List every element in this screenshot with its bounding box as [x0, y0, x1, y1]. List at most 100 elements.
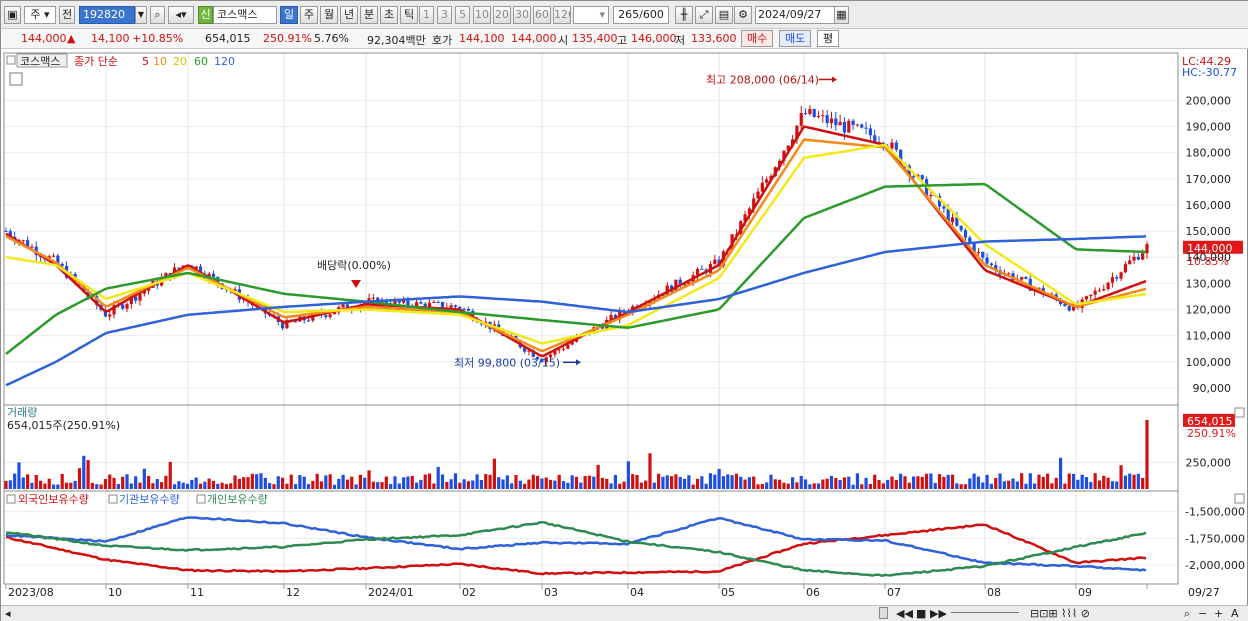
count-field[interactable]: 265/600: [613, 6, 669, 24]
candle-body: [125, 304, 129, 309]
volume-bar: [687, 475, 691, 489]
volume-bar: [393, 476, 397, 489]
speaker-icon[interactable]: ◂▾: [168, 6, 194, 24]
window-icon[interactable]: ▣: [4, 6, 21, 24]
volume-bar: [220, 482, 224, 489]
volume-close-icon[interactable]: [1234, 407, 1245, 418]
candle-body: [674, 279, 678, 292]
volume-bar: [1115, 481, 1119, 489]
volume-bar: [211, 480, 216, 489]
volume-bar: [829, 475, 834, 489]
candle-body: [700, 268, 704, 270]
period-left-select[interactable]: 주 ▾: [24, 6, 56, 24]
volume-bar: [337, 478, 341, 489]
holdings-close-icon[interactable]: [1234, 493, 1245, 504]
tools-icons[interactable]: ⊟⊡⊞ ⌇⌇⌇ ⊘: [1030, 607, 1090, 620]
candle-body: [873, 135, 877, 143]
zoom-slider[interactable]: [951, 612, 1019, 615]
calculator-icon[interactable]: [9, 72, 23, 86]
stock-name[interactable]: 코스맥스: [213, 6, 277, 24]
interval-5[interactable]: 5: [455, 6, 470, 24]
print-icon[interactable]: ▤: [715, 6, 733, 24]
volume-tag-bg: [1183, 413, 1235, 427]
period-tick[interactable]: 틱: [400, 6, 418, 24]
period-minute[interactable]: 분: [360, 6, 378, 24]
volume-bar: [644, 480, 648, 489]
candle-body: [920, 175, 924, 180]
code-input[interactable]: 192820: [79, 6, 135, 24]
interval-select[interactable]: ▾: [573, 6, 609, 24]
interval-120[interactable]: 120: [553, 6, 571, 24]
candle-body: [566, 344, 570, 349]
date-field[interactable]: 2024/09/27: [755, 6, 835, 24]
holdings-toggle-icon[interactable]: [6, 494, 16, 504]
sell-button[interactable]: 매도: [779, 30, 812, 47]
volume-bar: [358, 474, 363, 489]
candle-body: [95, 296, 99, 306]
volume-bar: [1041, 476, 1045, 489]
volume-bar: [440, 474, 445, 489]
candle-body: [942, 206, 946, 209]
volume-bar: [436, 466, 440, 489]
volume-bar: [73, 480, 77, 489]
volume-bar: [968, 478, 972, 489]
candle-body: [929, 194, 933, 197]
holdings-toggle-icon-2[interactable]: [108, 494, 118, 504]
volume-bar: [207, 478, 211, 489]
volume-bar: [540, 478, 544, 489]
badge-new: 신: [198, 6, 213, 24]
zoom-in-icon[interactable]: +: [1214, 607, 1224, 620]
scroll-thumb[interactable]: [879, 607, 888, 619]
rewind-icon[interactable]: ◀◀: [896, 607, 913, 620]
interval-10[interactable]: 10: [473, 6, 491, 24]
zoom-out-icon[interactable]: −: [1198, 607, 1208, 620]
stop-icon[interactable]: ■: [916, 607, 927, 620]
period-second[interactable]: 초: [380, 6, 398, 24]
holdings-toggle-icon-3[interactable]: [196, 494, 206, 504]
calendar-icon[interactable]: ▦: [834, 6, 849, 24]
candle-body: [1132, 256, 1136, 261]
volume-bar: [1011, 478, 1015, 489]
volume-bar: [168, 461, 172, 489]
volume-bar: [808, 484, 812, 489]
period-day[interactable]: 일: [280, 6, 298, 24]
candle-body: [868, 128, 872, 136]
chart-panels[interactable]: 최고 208,000 (06/14) 최저 99,800 (03/15) 배당락(0…: [1, 49, 1248, 605]
period-month[interactable]: 월: [320, 6, 338, 24]
volume-bar: [1106, 477, 1110, 489]
interval-60[interactable]: 60: [533, 6, 551, 24]
volume-bar: [622, 481, 626, 489]
all-toggle[interactable]: 전: [59, 6, 75, 24]
legend-institution: 기관보유수량: [119, 493, 180, 506]
scroll-left-icon[interactable]: ◂: [5, 607, 11, 620]
bottom-scrollbar[interactable]: ◂ ◀◀ ■ ▶▶ ⊟⊡⊞ ⌇⌇⌇ ⊘ ⌕ − + A: [1, 605, 1248, 621]
candle-body: [1136, 256, 1140, 260]
candle-body: [423, 303, 427, 309]
volume-bar: [635, 474, 639, 489]
crosshair-icon[interactable]: ⤢: [695, 6, 713, 24]
candle-body: [306, 320, 311, 322]
legend-toggle-icon[interactable]: [6, 55, 16, 65]
volume-bar: [752, 476, 756, 489]
interval-3[interactable]: 3: [437, 6, 452, 24]
code-dropdown-icon[interactable]: ▼: [135, 6, 147, 24]
period-year[interactable]: 년: [340, 6, 358, 24]
average-button[interactable]: 평: [817, 30, 840, 47]
gear-icon[interactable]: ⚙: [734, 6, 752, 24]
interval-20[interactable]: 20: [493, 6, 511, 24]
volume-tag-value: 654,015: [1187, 415, 1233, 428]
period-week[interactable]: 주: [300, 6, 318, 24]
buy-button[interactable]: 매수: [741, 30, 774, 47]
zoom-icon[interactable]: ⌕: [1184, 607, 1191, 620]
text-size-icon[interactable]: A: [1231, 607, 1239, 620]
forward-icon[interactable]: ▶▶: [930, 607, 947, 620]
volume-bar: [255, 474, 259, 489]
candle-body: [332, 312, 337, 315]
interval-1[interactable]: 1: [419, 6, 434, 24]
last-price-tag-bg: [1183, 240, 1243, 254]
search-icon[interactable]: ⌕: [150, 6, 165, 24]
last-price-tag: 144,000: [1187, 242, 1233, 255]
interval-30[interactable]: 30: [513, 6, 531, 24]
legend-foreign: 외국인보유수량: [18, 493, 89, 506]
candle-type-icon[interactable]: ╫: [675, 6, 693, 24]
